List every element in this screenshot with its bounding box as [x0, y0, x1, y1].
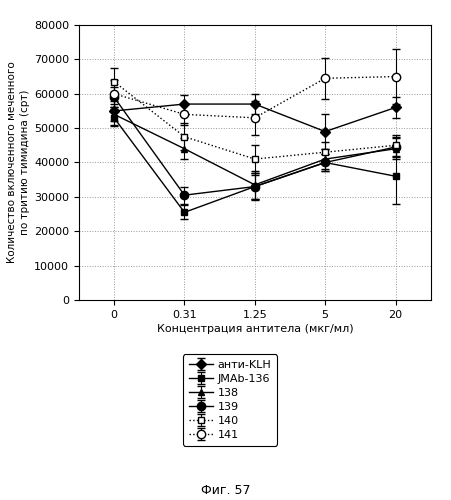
X-axis label: Концентрация антитела (мкг/мл): Концентрация антитела (мкг/мл) — [156, 324, 353, 334]
Y-axis label: Количество включенного меченного
по тритию тимидина (срт): Количество включенного меченного по трит… — [7, 62, 30, 264]
Legend: анти-KLH, JMAb-136, 138, 139, 140, 141: анти-KLH, JMAb-136, 138, 139, 140, 141 — [183, 354, 277, 446]
Text: Фиг. 57: Фиг. 57 — [201, 484, 250, 498]
